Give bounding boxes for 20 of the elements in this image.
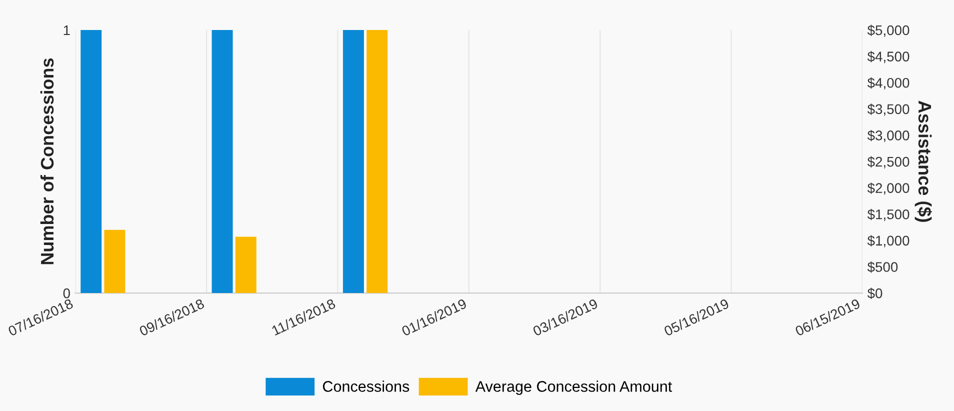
bar [366, 30, 388, 294]
y-tick-label: 1 [64, 25, 70, 36]
y2-axis-title: Assistance ($) [914, 100, 932, 222]
y2-tick-label: $0 [867, 288, 882, 300]
y2-tick-label: $2,500 [867, 156, 910, 168]
y2-tick-label: $3,000 [867, 130, 910, 142]
y-tick-label: 0 [63, 288, 70, 298]
y2-tick-label: $3,500 [867, 104, 910, 116]
y2-tick-label: $2,000 [867, 182, 910, 195]
legend-label: Concessions [322, 380, 410, 392]
y2-tick-label: $4,500 [867, 51, 910, 64]
bar [104, 230, 126, 294]
legend-label: Average Concession Amount [475, 380, 672, 395]
y-axis-title: Number of Concessions [40, 58, 54, 264]
y2-tick-label: $4,000 [867, 77, 910, 90]
y2-tick-label: $1,000 [867, 235, 910, 248]
y2-tick-label: $500 [867, 261, 898, 273]
bar [235, 236, 256, 294]
y2-tick-label: $5,000 [867, 24, 910, 37]
y2-tick-label: $1,500 [867, 208, 910, 221]
